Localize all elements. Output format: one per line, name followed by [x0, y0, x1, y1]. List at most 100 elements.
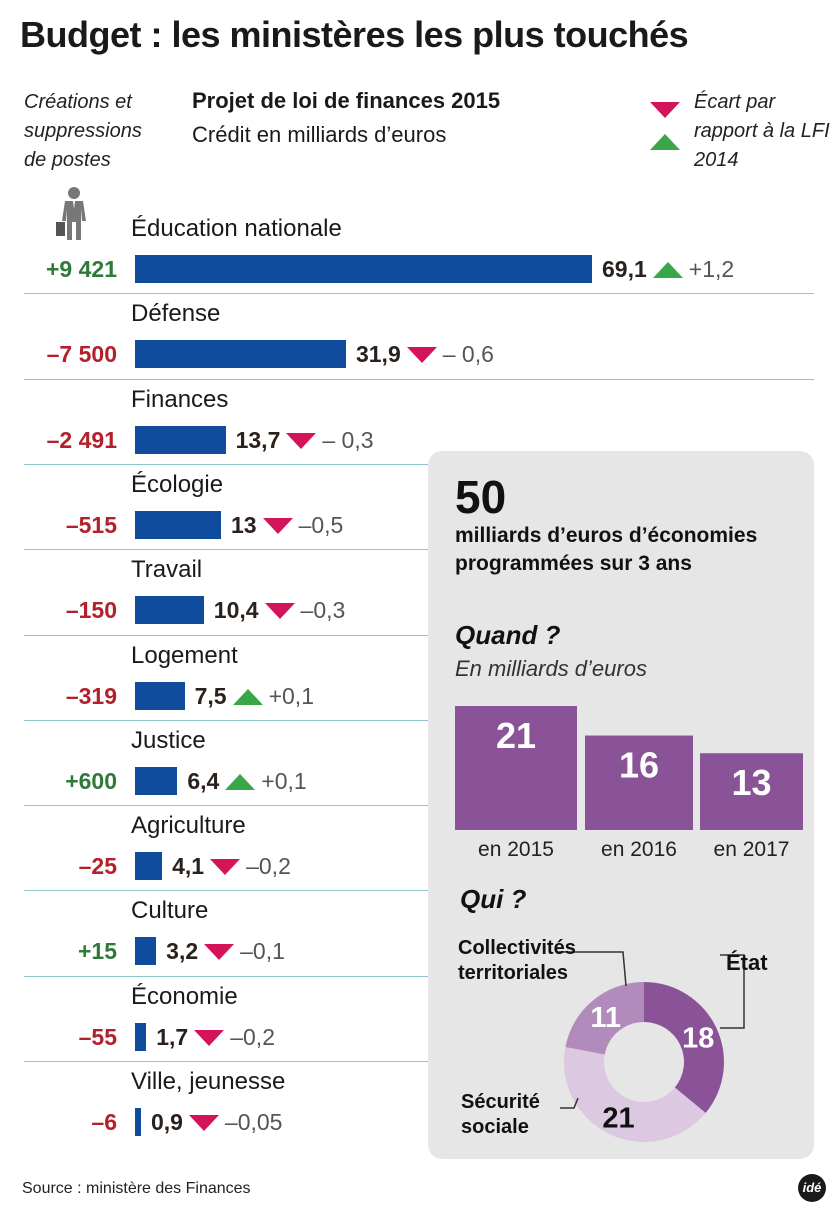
ministry-bar	[135, 596, 204, 625]
ministry-label: Éducation nationale	[131, 215, 342, 242]
ministry-postes: –319	[65, 682, 117, 709]
triangle-down-icon	[264, 603, 295, 620]
publisher-logo: idé	[798, 1174, 826, 1202]
ministry-postes: –2 491	[46, 426, 117, 453]
row-separator	[24, 549, 814, 551]
ministry-delta: –0,05	[224, 1109, 283, 1135]
triangle-down-icon	[406, 347, 437, 364]
ministry-delta: –0,5	[298, 511, 344, 538]
donut-slice-value: 11	[590, 1002, 621, 1034]
ministry-delta: – 0,3	[322, 426, 374, 453]
ministry-label: Défense	[131, 300, 221, 328]
ministry-bar	[135, 681, 185, 710]
ministry-delta: +0,1	[261, 767, 307, 794]
source-note: Source : ministère des Finances	[22, 1180, 251, 1197]
ministry-bar	[135, 340, 346, 369]
ministry-postes: +9 421	[46, 256, 117, 282]
postes-note: Créations et suppressions de postes	[24, 91, 142, 171]
ministry-postes: –150	[65, 597, 117, 624]
triangle-down-icon	[210, 859, 241, 876]
donut-label-etat: État	[726, 950, 768, 975]
year-bar	[585, 735, 693, 830]
quand-title: Quand ?	[455, 620, 561, 650]
ministry-postes: +15	[77, 938, 117, 965]
triangle-down-icon	[188, 1115, 219, 1131]
leader-line	[560, 1097, 579, 1109]
triangle-down-icon	[286, 432, 317, 449]
ministry-postes: –7 500	[46, 341, 117, 368]
triangle-down-icon	[650, 102, 680, 118]
ministry-value: 10,4	[213, 597, 259, 624]
year-bar-value: 16	[619, 745, 659, 786]
leader-line	[558, 951, 627, 987]
ministry-label: Logement	[131, 641, 238, 669]
triangle-up-icon	[232, 688, 263, 705]
triangle-down-icon	[262, 517, 293, 534]
donut-slice	[644, 982, 724, 1113]
row-separator	[24, 719, 814, 721]
year-label: en 2015	[478, 838, 554, 861]
triangle-up-icon	[652, 262, 683, 278]
ministry-label: Ville, jeunesse	[131, 1068, 286, 1095]
ministry-value: 13	[230, 511, 257, 538]
ministry-bar	[135, 1022, 147, 1051]
year-bar-value: 21	[496, 715, 536, 756]
year-label: en 2016	[601, 838, 677, 861]
ministry-value: 3,2	[166, 938, 199, 965]
ministry-postes: –25	[78, 853, 117, 880]
ministry-bar	[135, 255, 592, 283]
year-label: en 2017	[714, 838, 790, 861]
ministry-postes: +600	[65, 767, 117, 794]
ministry-postes: –55	[78, 1023, 117, 1050]
year-bar-value: 13	[731, 762, 771, 803]
legend-text: Écart par rapport à la LFI 2014	[694, 91, 830, 171]
ministry-delta: – 0,6	[442, 341, 494, 368]
ministry-delta: +1,2	[688, 256, 735, 282]
ministry-bar	[135, 852, 163, 881]
ministry-value: 69,1	[602, 256, 647, 282]
donut-slice	[565, 982, 644, 1055]
savings-total: 50	[455, 471, 507, 523]
ministry-label: Travail	[131, 556, 203, 584]
ministry-label: Culture	[131, 897, 209, 925]
donut-label-securite: Sécurité sociale	[461, 1091, 540, 1138]
donut-slice-value: 21	[602, 1102, 634, 1134]
row-separator	[24, 378, 814, 380]
ministry-value: 0,9	[150, 1109, 183, 1135]
row-separator	[24, 975, 814, 977]
ministry-bar	[135, 510, 221, 539]
row-separator	[24, 1061, 814, 1062]
donut-chart: 18 21 11	[558, 951, 745, 1142]
ministry-bar	[135, 766, 178, 795]
page-title: Budget : les ministères les plus touchés	[20, 14, 689, 55]
triangle-up-icon	[650, 134, 680, 150]
years-chart: 21 en 2015 16 en 2016 13 en 2017	[455, 706, 803, 861]
donut-slice-value: 18	[682, 1022, 714, 1054]
ministry-bar	[135, 937, 157, 966]
ministry-postes: –6	[91, 1109, 117, 1135]
triangle-up-icon	[225, 773, 256, 790]
leader-line	[720, 954, 745, 1029]
savings-description: milliards d’euros d’économies programmée…	[455, 524, 758, 575]
qui-title: Qui ?	[460, 884, 527, 914]
row-separator	[24, 293, 814, 295]
ministry-label: Justice	[131, 726, 206, 754]
ministry-label: Écologie	[131, 470, 224, 498]
ministry-value: 31,9	[355, 341, 401, 368]
row-separator	[24, 463, 814, 465]
ministry-delta: –0,1	[240, 938, 285, 965]
year-bar	[700, 753, 803, 830]
ministry-delta: –0,3	[300, 597, 346, 624]
donut-label-collectivites: Collectivités territoriales	[458, 937, 576, 984]
triangle-down-icon	[204, 944, 235, 961]
ministry-value: 4,1	[172, 853, 205, 880]
ministry-bar	[135, 1108, 141, 1136]
row-separator	[24, 890, 814, 892]
businessman-icon	[56, 187, 86, 240]
row-separator	[24, 634, 814, 636]
ministry-value: 6,4	[187, 767, 220, 794]
ministry-delta: –0,2	[246, 853, 291, 880]
year-bar	[455, 706, 577, 830]
ministry-delta: –0,2	[230, 1023, 275, 1050]
